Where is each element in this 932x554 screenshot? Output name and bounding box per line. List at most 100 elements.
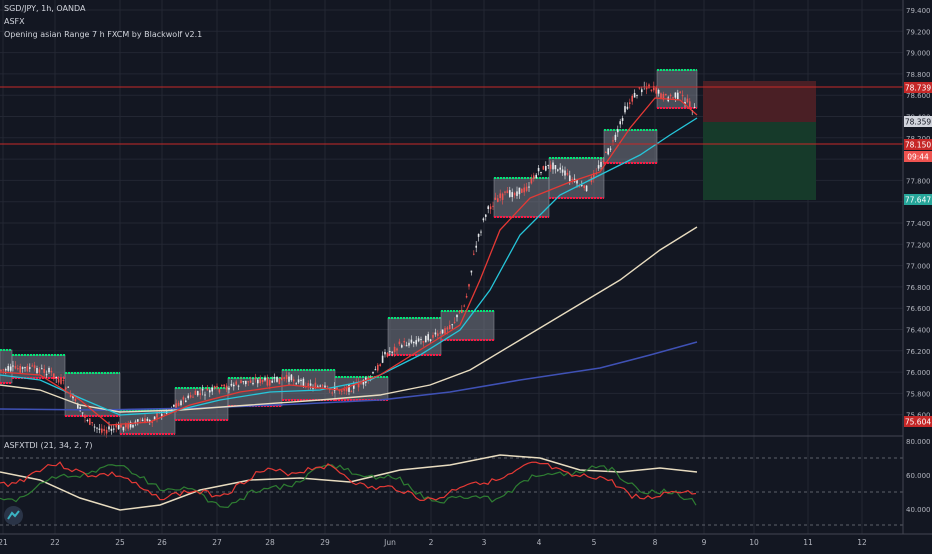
- candle: [108, 426, 110, 430]
- candle: [362, 379, 365, 385]
- candle: [468, 284, 470, 287]
- candle: [125, 423, 127, 428]
- candle: [252, 382, 254, 385]
- candle: [209, 390, 211, 393]
- candle: [549, 164, 552, 169]
- candle: [612, 140, 614, 142]
- price-tick-label: 77.800: [906, 177, 931, 185]
- candle: [297, 379, 300, 383]
- candle: [276, 376, 278, 382]
- candle: [540, 172, 542, 174]
- candle: [660, 93, 662, 99]
- time-label: 10: [749, 538, 759, 547]
- stop-loss-zone[interactable]: [703, 81, 816, 122]
- candle: [314, 382, 317, 389]
- candle: [693, 106, 696, 108]
- candle: [593, 172, 595, 179]
- candle: [45, 374, 48, 376]
- candle: [434, 332, 437, 335]
- oscillator-levels: [0, 457, 903, 526]
- svg-text:75.604: 75.604: [905, 418, 931, 427]
- candle: [386, 352, 389, 357]
- range-box: [603, 129, 658, 164]
- candle: [653, 85, 655, 91]
- horizontal-lines[interactable]: [0, 86, 903, 145]
- price-tick-label: 79.000: [906, 50, 931, 58]
- candle: [513, 192, 516, 196]
- candle: [19, 366, 21, 373]
- candle: [564, 170, 566, 176]
- candle: [669, 94, 672, 97]
- candle: [5, 368, 7, 371]
- candle: [86, 419, 89, 421]
- candle: [518, 187, 521, 195]
- candle: [326, 385, 329, 387]
- candle: [629, 102, 631, 104]
- oscillator-title[interactable]: ASFXTDI (21, 34, 2, 7): [4, 441, 93, 450]
- oscillator-axis-ticks: 80.000 60.000 40.000: [906, 438, 931, 514]
- time-label: 5: [592, 538, 597, 547]
- candle: [269, 379, 271, 386]
- candle: [566, 172, 569, 175]
- candle: [480, 231, 482, 233]
- candle: [638, 87, 641, 89]
- range-box: [656, 69, 698, 109]
- candle: [36, 367, 38, 374]
- time-label: 11: [803, 538, 813, 547]
- candle: [463, 305, 465, 307]
- candle: [672, 97, 674, 99]
- oscillator-green-line: [0, 464, 697, 508]
- symbol-title[interactable]: SGD/JPY, 1h, OANDA: [4, 4, 86, 13]
- candle: [96, 427, 98, 429]
- candle: [451, 324, 453, 326]
- candle: [249, 380, 252, 383]
- time-label: 2: [429, 538, 434, 547]
- time-label: 26: [157, 538, 167, 547]
- range-box: [64, 372, 121, 417]
- candle: [681, 95, 684, 97]
- ema-fast-line: [0, 97, 698, 426]
- candle: [77, 403, 79, 409]
- candle: [93, 426, 96, 428]
- time-axis[interactable]: [0, 534, 932, 550]
- candle: [156, 412, 158, 418]
- candle: [487, 206, 489, 209]
- candle: [213, 386, 216, 389]
- candle: [225, 385, 228, 390]
- candle: [501, 193, 504, 200]
- candle: [300, 379, 302, 381]
- price-tick-label: 78.200: [906, 135, 931, 143]
- candle: [393, 346, 396, 353]
- candle: [398, 341, 401, 345]
- time-label: 3: [482, 538, 487, 547]
- candle: [665, 93, 667, 96]
- price-badge-lower-line: 78.150: [904, 139, 932, 150]
- candle: [293, 379, 295, 382]
- indicator-label[interactable]: Opening asian Range 7 h FXCM by Blackwol…: [4, 30, 203, 39]
- candle: [17, 368, 19, 370]
- candle: [168, 409, 170, 411]
- candle: [545, 166, 547, 171]
- range-box: [0, 349, 13, 384]
- candle: [425, 335, 427, 343]
- candle: [511, 192, 513, 198]
- candle: [153, 416, 156, 420]
- candle: [290, 374, 293, 381]
- candle: [602, 160, 605, 162]
- candle: [633, 92, 636, 98]
- candle: [410, 339, 413, 343]
- candle: [537, 167, 540, 172]
- candle: [65, 387, 67, 390]
- candle: [33, 365, 36, 369]
- time-label: 25: [115, 538, 125, 547]
- candle: [137, 419, 139, 422]
- tradingview-logo-icon[interactable]: [4, 506, 23, 525]
- candle: [477, 233, 480, 237]
- take-profit-zone[interactable]: [703, 122, 816, 200]
- candle: [509, 190, 511, 197]
- position-tool[interactable]: [703, 81, 816, 200]
- candle: [357, 381, 360, 388]
- candle: [542, 166, 545, 170]
- candle: [677, 92, 679, 100]
